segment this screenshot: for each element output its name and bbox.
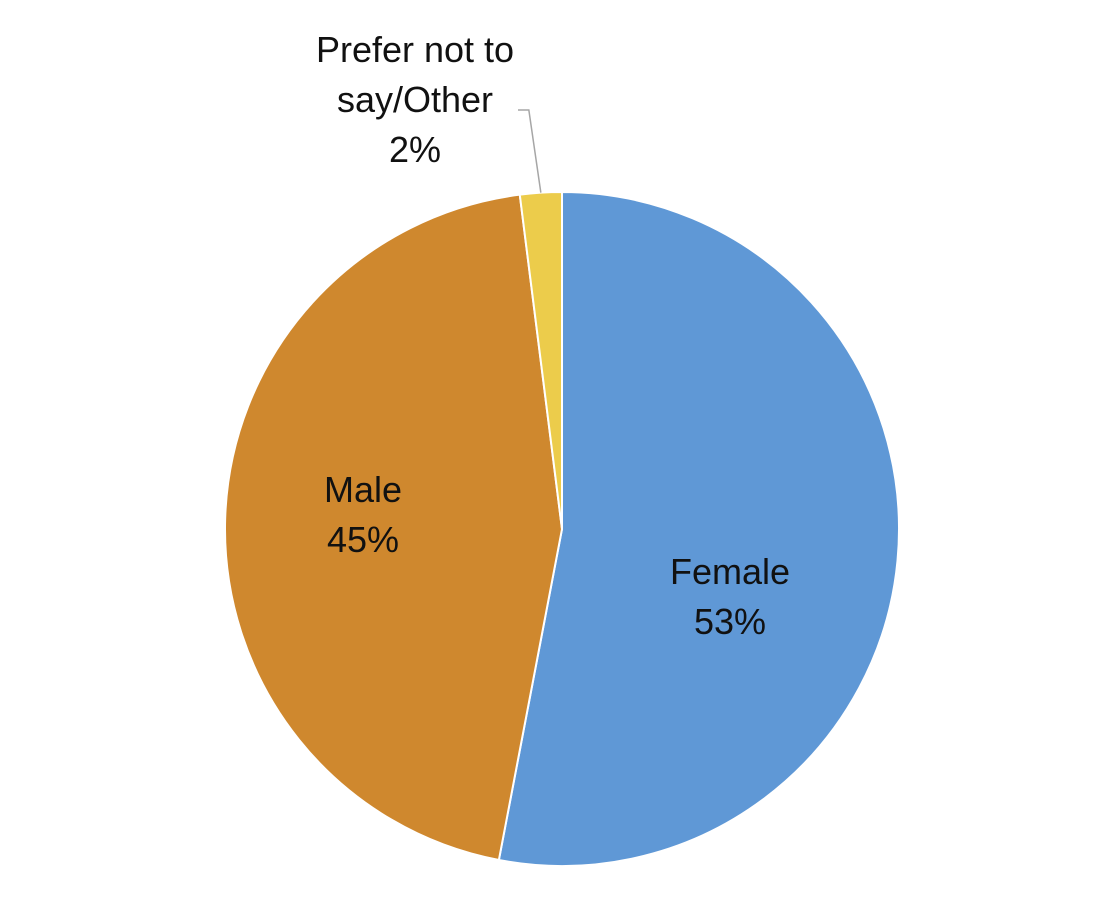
pie-slice — [497, 190, 900, 867]
value-label: 2% — [388, 129, 442, 170]
category-label: Male — [323, 469, 403, 510]
category-label: Female — [669, 551, 791, 592]
data-label: Prefer not to say/Other 2% — [285, 25, 545, 175]
data-label: Female 53% — [580, 547, 880, 647]
value-label: 53% — [693, 601, 767, 642]
data-label: Male 45% — [213, 465, 513, 565]
category-label: Prefer not to say/Other — [315, 29, 515, 120]
value-label: 45% — [326, 519, 400, 560]
leader-line — [518, 109, 542, 193]
pie-slice — [224, 193, 564, 862]
